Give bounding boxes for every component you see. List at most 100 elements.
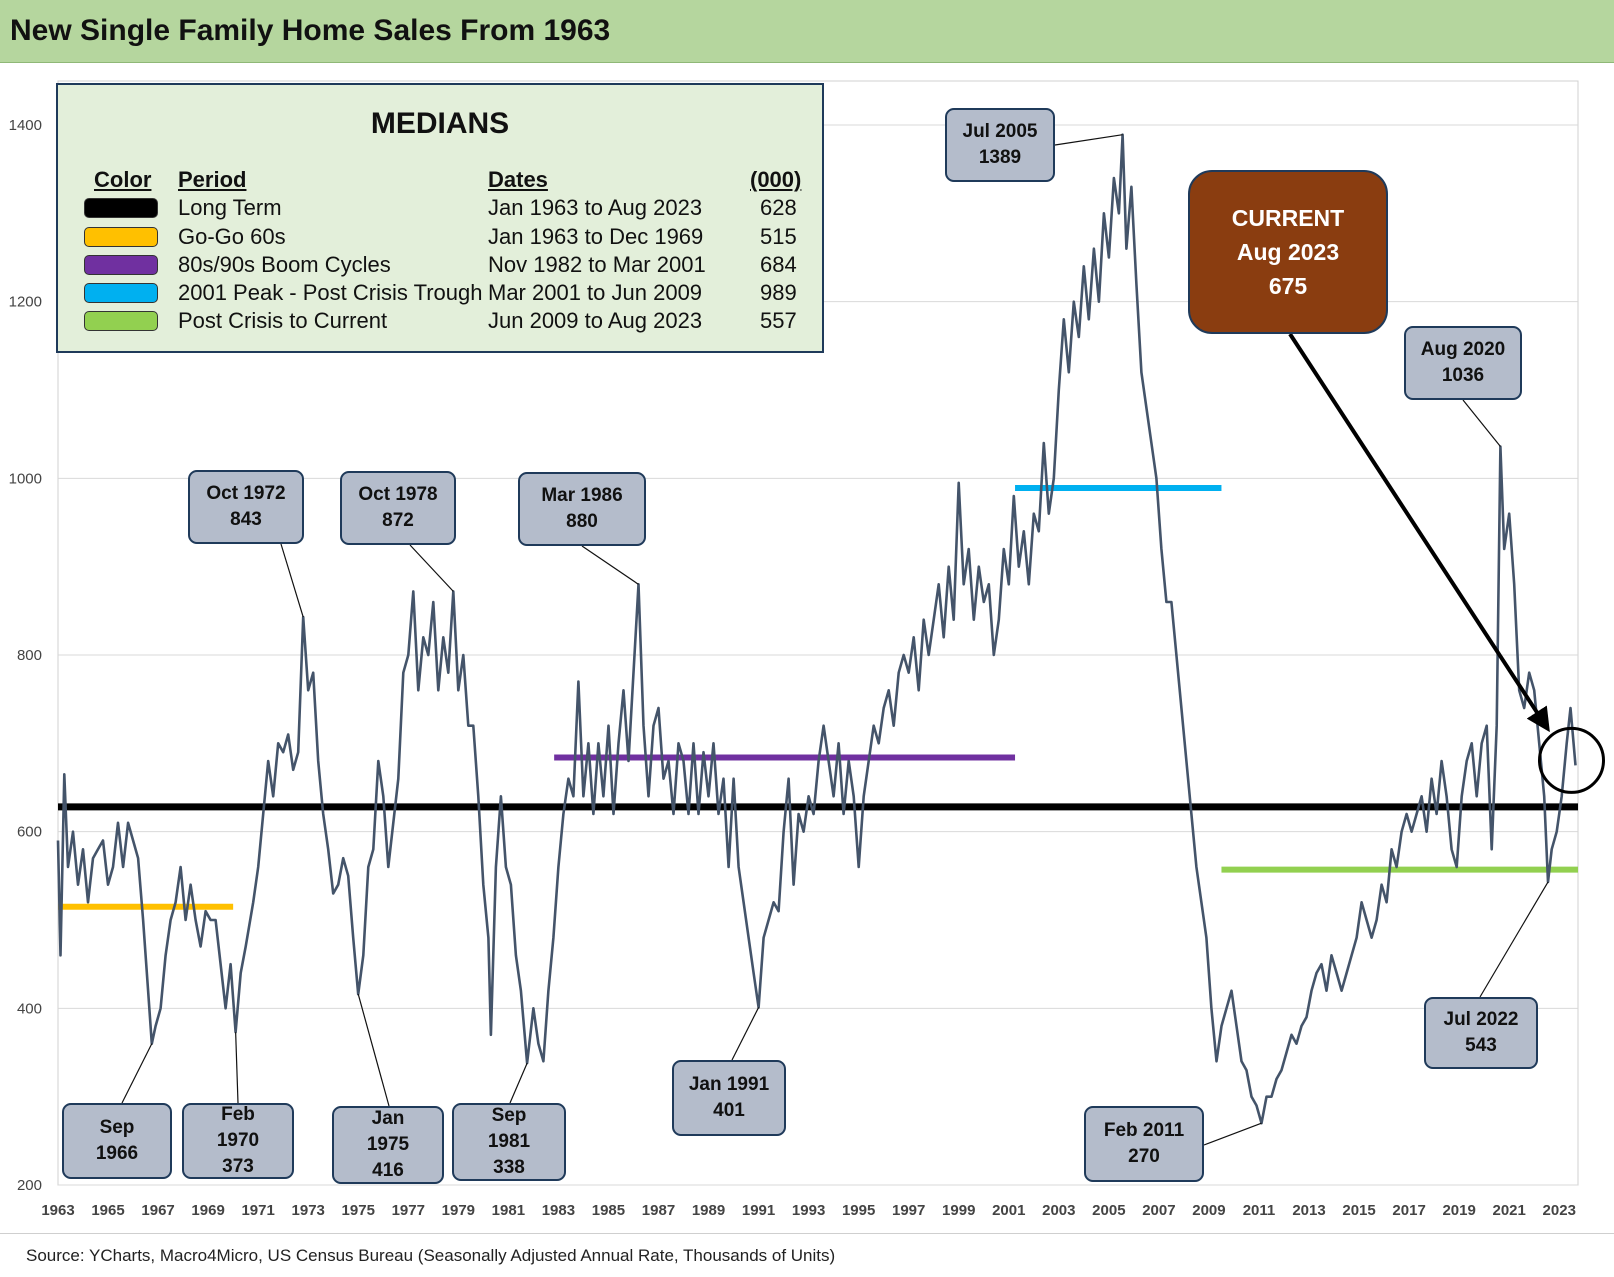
x-tick-label: 1987	[642, 1202, 675, 1219]
callout-jan-1975: Jan 1975 416	[332, 1106, 444, 1184]
y-tick-label: 400	[17, 1000, 42, 1017]
current-label: CURRENT	[1231, 205, 1345, 231]
x-tick-label: 1965	[91, 1202, 124, 1219]
x-tick-label: 1977	[392, 1202, 425, 1219]
legend-swatch	[84, 227, 158, 247]
x-tick-label: 1983	[542, 1202, 575, 1219]
callout-line: Jul 2022	[1443, 1009, 1519, 1030]
callout-leader	[1479, 881, 1549, 998]
legend-value: 989	[760, 280, 797, 305]
legend-header-value: (000)	[750, 167, 802, 192]
callout-sep-1966: Sep 1966	[62, 1103, 172, 1179]
callout-leader	[280, 543, 304, 618]
x-tick-label: 1969	[191, 1202, 224, 1219]
callout-line: Jan	[371, 1108, 405, 1129]
title-bar: New Single Family Home Sales From 1963	[0, 0, 1614, 63]
callout-line: 373	[222, 1156, 254, 1177]
callout-line: 401	[713, 1100, 745, 1121]
legend-swatch	[84, 283, 158, 303]
legend-value: 557	[760, 308, 797, 333]
callout-leader	[121, 1043, 153, 1104]
x-tick-label: 1975	[342, 1202, 375, 1219]
callout-leader	[731, 1007, 760, 1061]
callout-leader	[1203, 1122, 1262, 1146]
callout-sep-1981: Sep 1981 338	[452, 1103, 566, 1181]
legend-title: MEDIANS	[370, 107, 510, 140]
callout-jul-2005: Jul 2005 1389	[945, 108, 1055, 182]
axis-ticks: 200 400 600 800 1000 1200 1400 1963 1965 1967 1969…	[9, 117, 1576, 1219]
legend-dates: Jan 1963 to Dec 1969	[488, 224, 704, 249]
callout-line: 416	[372, 1160, 404, 1181]
x-tick-label: 2001	[992, 1202, 1025, 1219]
current-value-box: CURRENT Aug 2023 675	[1188, 170, 1388, 334]
chart-title: New Single Family Home Sales From 1963	[10, 14, 611, 47]
callout-line: 1389	[978, 147, 1022, 168]
x-tick-label: 2007	[1142, 1202, 1175, 1219]
x-tick-label: 2023	[1543, 1202, 1576, 1219]
callout-oct-1978: Oct 1978 872	[340, 471, 456, 545]
callout-line: Feb 2011	[1103, 1120, 1185, 1141]
legend-row: Go-Go 60s Jan 1963 to Dec 1969 515	[58, 224, 822, 252]
y-tick-label: 1400	[9, 117, 42, 134]
legend-swatch	[84, 198, 158, 218]
x-tick-label: 1991	[742, 1202, 775, 1219]
callout-leader	[1054, 134, 1123, 146]
callout-line: 880	[566, 511, 598, 532]
callout-line: 1036	[1441, 365, 1485, 386]
x-tick-label: 2013	[1292, 1202, 1325, 1219]
callout-line: 843	[230, 509, 262, 530]
y-tick-label: 1000	[9, 470, 42, 487]
current-value: 675	[1268, 273, 1308, 299]
callout-line: Oct 1978	[358, 484, 438, 505]
callout-feb-1970: Feb 1970 373	[182, 1103, 294, 1179]
source-note: Source: YCharts, Macro4Micro, US Census …	[26, 1246, 836, 1265]
callout-leader	[581, 545, 639, 585]
callout-line: Aug 2020	[1420, 339, 1506, 360]
x-tick-label: 2015	[1342, 1202, 1375, 1219]
x-tick-label: 1979	[442, 1202, 475, 1219]
callout-aug-2020: Aug 2020 1036	[1404, 326, 1522, 400]
legend-header-period: Period	[178, 167, 247, 192]
x-tick-label: 1967	[141, 1202, 174, 1219]
callout-line: Sep	[99, 1117, 135, 1138]
legend-header-dates: Dates	[488, 167, 548, 192]
y-tick-label: 200	[17, 1177, 42, 1194]
callout-line: 338	[493, 1157, 525, 1178]
callout-mar-1986: Mar 1986 880	[518, 472, 646, 546]
callout-line: Mar 1986	[541, 485, 623, 506]
x-tick-label: 2021	[1493, 1202, 1526, 1219]
legend-period: Long Term	[178, 195, 282, 220]
current-date: Aug 2023	[1236, 239, 1340, 265]
x-tick-label: 1989	[692, 1202, 725, 1219]
x-tick-label: 1973	[292, 1202, 325, 1219]
callout-line: Feb	[221, 1104, 255, 1125]
x-tick-label: 2009	[1192, 1202, 1225, 1219]
legend-row: 2001 Peak - Post Crisis Trough Mar 2001 …	[58, 280, 822, 308]
callout-line: Jul 2005	[962, 121, 1038, 142]
callout-oct-1972: Oct 1972 843	[188, 470, 304, 544]
legend-value: 628	[760, 195, 797, 220]
legend-value: 684	[760, 252, 797, 277]
legend-row: Post Crisis to Current Jun 2009 to Aug 2…	[58, 308, 822, 336]
callout-leader	[357, 994, 390, 1107]
y-tick-label: 1200	[9, 294, 42, 311]
series-layer	[56, 133, 1605, 1125]
x-tick-label: 2005	[1092, 1202, 1125, 1219]
callout-leader	[1462, 399, 1501, 447]
callout-line: 1966	[95, 1143, 139, 1164]
callout-line: 270	[1128, 1146, 1160, 1167]
x-tick-label: 1985	[592, 1202, 625, 1219]
callout-line: 1981	[487, 1131, 531, 1152]
legend-period: 2001 Peak - Post Crisis Trough	[178, 280, 483, 305]
x-tick-label: 1981	[492, 1202, 525, 1219]
legend-dates: Nov 1982 to Mar 2001	[488, 252, 706, 277]
current-circle	[1537, 726, 1605, 794]
legend-row: 80s/90s Boom Cycles Nov 1982 to Mar 2001…	[58, 252, 822, 280]
legend-period: 80s/90s Boom Cycles	[178, 252, 391, 277]
callout-line: 543	[1465, 1035, 1497, 1056]
legend-dates: Mar 2001 to Jun 2009	[488, 280, 703, 305]
legend-dates: Jan 1963 to Aug 2023	[488, 195, 703, 220]
home-sales-line	[56, 133, 1577, 1125]
x-tick-label: 2011	[1243, 1202, 1276, 1219]
x-tick-label: 2017	[1392, 1202, 1425, 1219]
